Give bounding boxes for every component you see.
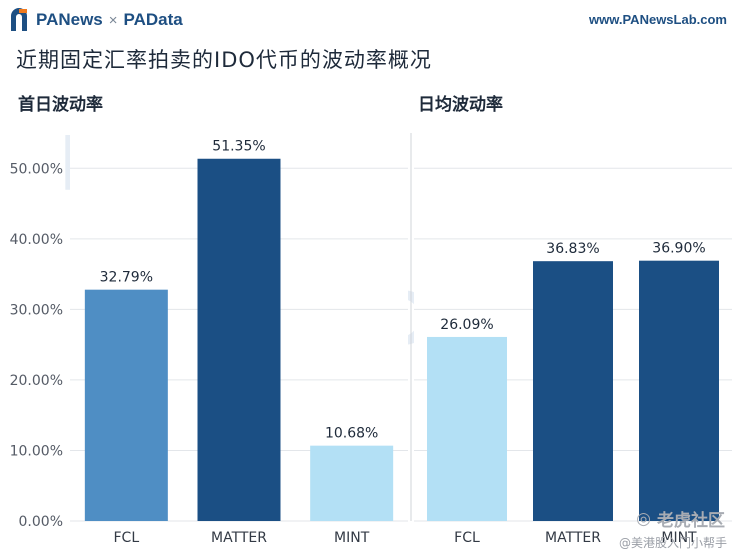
bar-daily-fcl <box>427 336 507 521</box>
bar-daily-mint <box>639 260 719 521</box>
bar-daily-matter <box>533 261 613 521</box>
y-tick-label: 10.00% <box>10 443 63 459</box>
y-tick-label: 20.00% <box>10 373 63 389</box>
value-label: 26.09% <box>440 317 493 333</box>
x-tick-label: FCL <box>454 530 480 546</box>
bar-first-day-mint <box>310 445 394 521</box>
x-tick-label: MINT <box>334 530 370 546</box>
y-tick-label: 50.00% <box>10 161 63 177</box>
right-panel-title: 日均波动率 <box>418 95 503 115</box>
brand-logo: PANews × PAData <box>8 6 183 34</box>
brand-panews: PANews <box>36 10 103 29</box>
credit-author: @美港股入门小帮手 <box>618 536 727 550</box>
value-label: 36.83% <box>546 241 599 257</box>
header-bar: PANews × PAData www.PANewsLab.com <box>0 0 739 40</box>
page-title: 近期固定汇率拍卖的IDO代币的波动率概况 <box>16 48 432 72</box>
value-label: 10.68% <box>325 426 378 442</box>
x-tick-label: MATTER <box>211 530 267 546</box>
y-tick-label: 40.00% <box>10 232 63 248</box>
x-tick-label: MATTER <box>545 530 601 546</box>
value-label: 51.35% <box>212 139 265 155</box>
left-panel-title: 首日波动率 <box>18 95 103 115</box>
y-tick-label: 30.00% <box>10 302 63 318</box>
site-url: www.PANewsLab.com <box>589 12 727 27</box>
brand-separator: × <box>108 11 118 29</box>
y-tick-label: 0.00% <box>19 514 63 530</box>
x-tick-label: MINT <box>661 530 697 546</box>
bar-first-day-fcl <box>84 289 168 521</box>
tiger-icon: ◎ <box>636 508 651 529</box>
x-tick-label: FCL <box>114 530 140 546</box>
value-label: 36.90% <box>652 241 705 257</box>
bar-first-day-matter <box>197 158 281 521</box>
panews-logo-icon <box>11 8 27 31</box>
credit-logo: ◎ 老虎社区 <box>636 506 725 532</box>
credit-logo-text: 老虎社区 <box>657 511 725 531</box>
brand-padata: PAData <box>123 10 183 29</box>
value-label: 32.79% <box>100 270 153 286</box>
